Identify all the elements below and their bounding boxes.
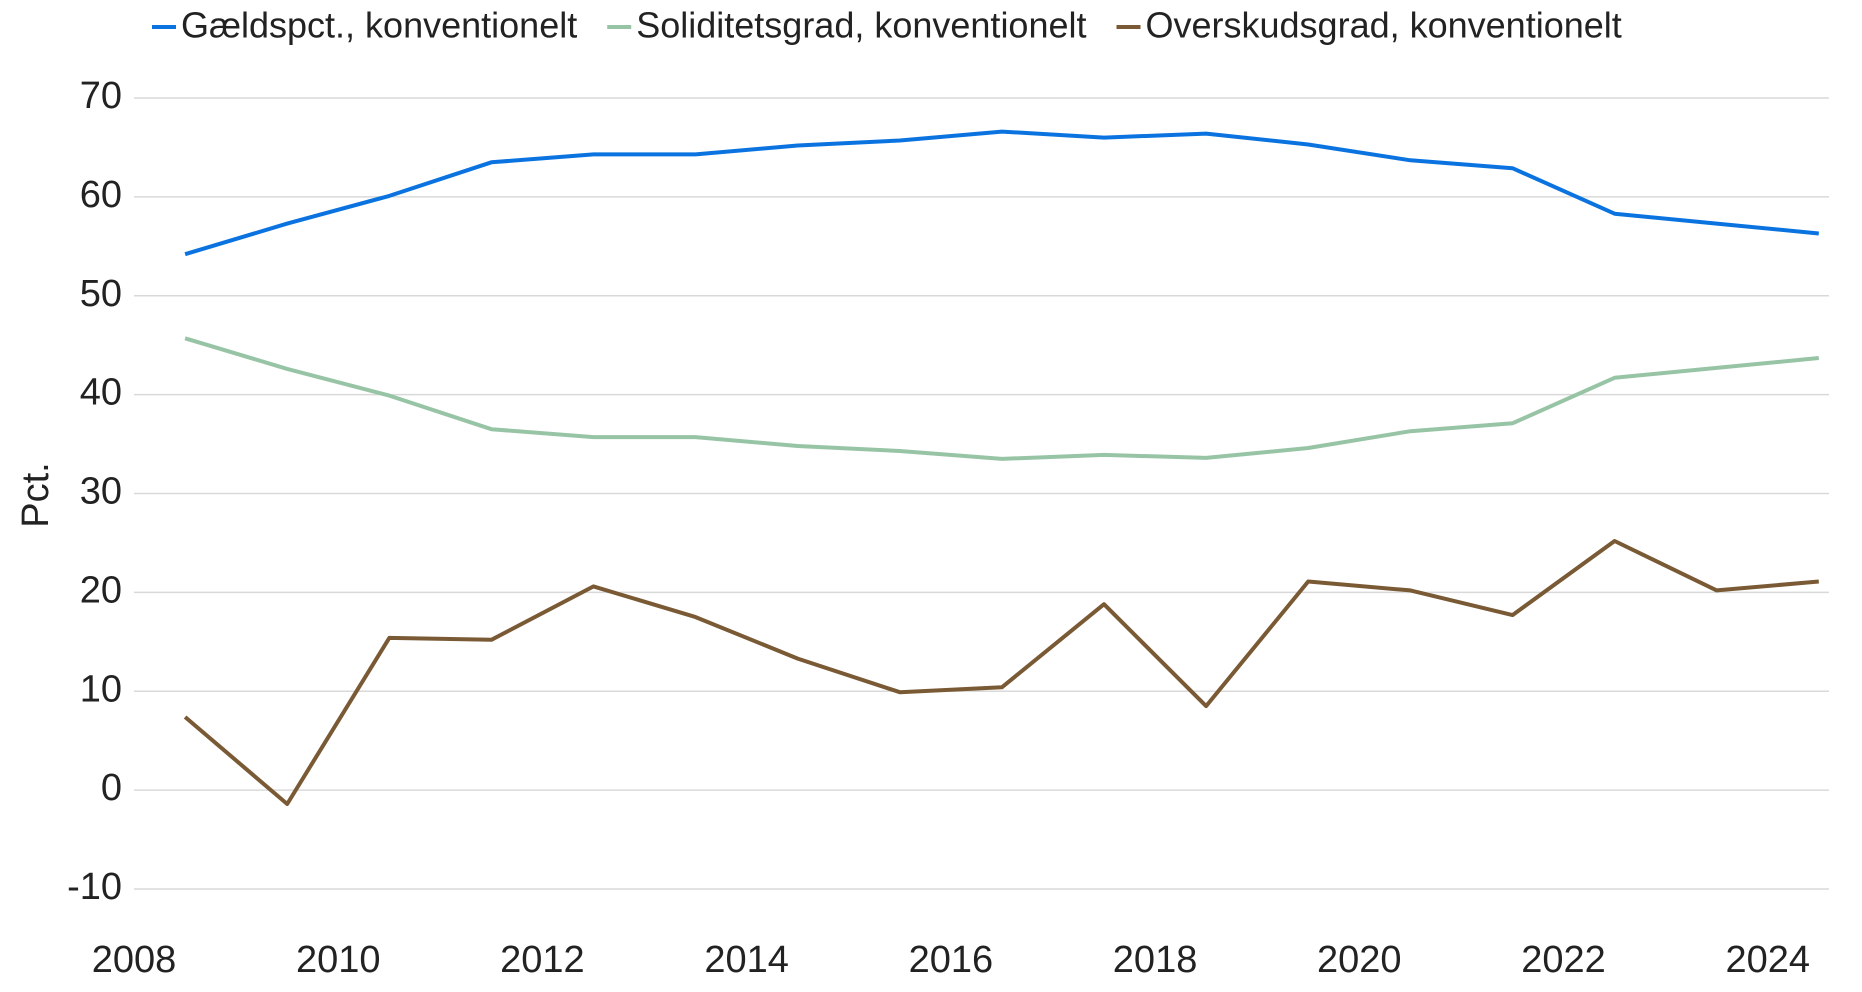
- legend-label: Gældspct., konventionelt: [181, 5, 577, 46]
- y-tick-label: -10: [67, 866, 122, 908]
- series-line: [183, 539, 1819, 806]
- y-tick-label: 70: [80, 75, 122, 117]
- x-tick-label: 2016: [909, 939, 994, 981]
- series-line: [184, 129, 1819, 257]
- x-tick-label: 2024: [1725, 939, 1810, 981]
- y-axis-label: Pct.: [15, 462, 57, 527]
- x-tick-label: 2014: [704, 939, 789, 981]
- x-tick-label: 2012: [500, 939, 585, 981]
- x-tick-label: 2018: [1113, 939, 1198, 981]
- legend-label: Soliditetsgrad, konventionelt: [636, 5, 1086, 46]
- x-tick-label: 2010: [296, 939, 381, 981]
- y-tick-label: 10: [80, 668, 122, 710]
- x-tick-label: 2008: [92, 939, 177, 981]
- legend-label: Overskudsgrad, konventionelt: [1146, 5, 1622, 46]
- x-tick-label: 2022: [1521, 939, 1606, 981]
- y-tick-label: 20: [80, 569, 122, 611]
- y-tick-label: 60: [80, 174, 122, 216]
- x-tick-label: 2020: [1317, 939, 1402, 981]
- y-tick-label: 30: [80, 471, 122, 513]
- y-tick-label: 40: [80, 372, 122, 414]
- y-tick-label: 0: [101, 767, 122, 809]
- series-line: [184, 336, 1819, 461]
- y-tick-label: 50: [80, 273, 122, 315]
